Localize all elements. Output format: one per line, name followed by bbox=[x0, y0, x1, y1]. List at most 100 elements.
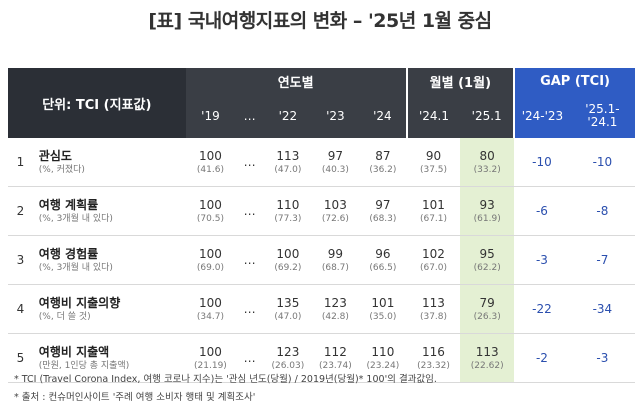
raw-value: (23.74) bbox=[318, 360, 352, 371]
raw-value: (69.2) bbox=[274, 262, 302, 273]
gap-yearly-value: -6 bbox=[514, 186, 570, 236]
index-value: 123 bbox=[323, 295, 347, 310]
month-group-header: 월별 (1월) bbox=[406, 68, 516, 94]
index-value: 113 bbox=[422, 295, 445, 310]
row-label: 여행비 지출액 (만원, 1인당 총 지출액) bbox=[32, 333, 186, 383]
raw-value: (35.0) bbox=[369, 311, 397, 322]
col-header-2024: '24 bbox=[359, 94, 408, 138]
row-number: 3 bbox=[8, 235, 33, 285]
unit-header: 단위: TCI (지표값) bbox=[8, 68, 186, 138]
value-cell: … bbox=[235, 235, 265, 285]
raw-value: (41.6) bbox=[196, 164, 224, 175]
index-value: 80 bbox=[479, 148, 495, 163]
raw-value: (22.62) bbox=[470, 360, 504, 371]
raw-value: (62.2) bbox=[473, 262, 501, 273]
row-label: 여행비 지출의향 (%, 더 쓸 것) bbox=[32, 284, 186, 334]
index-value: 113 bbox=[276, 148, 300, 163]
value-cell: 112 (23.74) bbox=[311, 333, 360, 383]
value-cell: 100 (34.7) bbox=[185, 284, 236, 334]
col-header-2025-01: '25.1 bbox=[460, 94, 516, 138]
gap-monthly-value: -3 bbox=[569, 333, 635, 383]
value-cell: 97 (40.3) bbox=[311, 138, 360, 187]
table-row: 3 여행 경험률 (%, 3개월 내 있다) 100 (69.0) … 100 (69.2) 9… bbox=[8, 235, 635, 285]
value-cell: 79 (26.3) bbox=[460, 284, 515, 334]
raw-value: (66.5) bbox=[369, 262, 397, 273]
value-cell: 103 (72.6) bbox=[311, 186, 360, 236]
value-cell: 100 (69.0) bbox=[185, 235, 236, 285]
index-value: 97 bbox=[375, 197, 391, 212]
index-value: 100 bbox=[276, 246, 300, 261]
value-cell: 93 (61.9) bbox=[460, 186, 515, 236]
raw-value: (21.19) bbox=[194, 360, 227, 371]
raw-value: (72.6) bbox=[321, 213, 349, 224]
row-number: 2 bbox=[8, 186, 33, 236]
row-label: 여행 경험률 (%, 3개월 내 있다) bbox=[32, 235, 186, 285]
row-label: 여행 계획률 (%, 3개월 내 있다) bbox=[32, 186, 186, 236]
col-header-ellipsis: … bbox=[235, 94, 265, 138]
value-cell: 101 (35.0) bbox=[359, 284, 407, 334]
indicator-name: 여행비 지출의향 bbox=[38, 296, 121, 310]
raw-value: (34.7) bbox=[196, 311, 224, 322]
index-value: 112 bbox=[323, 344, 347, 359]
col-header-2023: '23 bbox=[311, 94, 360, 138]
year-group-header: 연도별 bbox=[185, 68, 408, 94]
value-cell: 97 (68.3) bbox=[359, 186, 407, 236]
index-value: 101 bbox=[371, 295, 395, 310]
index-value: 102 bbox=[422, 246, 445, 261]
indicator-description: (%, 3개월 내 있다) bbox=[38, 214, 113, 224]
index-value: 103 bbox=[323, 197, 347, 212]
index-value: 100 bbox=[198, 148, 222, 163]
raw-value: (68.3) bbox=[369, 213, 397, 224]
value-cell: 113 (37.8) bbox=[406, 284, 461, 334]
indicator-name: 여행 경험률 bbox=[38, 247, 99, 261]
index-value: 135 bbox=[276, 295, 300, 310]
index-value: 87 bbox=[375, 148, 391, 163]
raw-value: (26.03) bbox=[271, 360, 305, 371]
col-header-2019: '19 bbox=[185, 94, 236, 138]
value-cell: … bbox=[235, 138, 265, 187]
raw-value: (33.2) bbox=[473, 164, 501, 175]
indicator-description: (%, 3개월 내 있다) bbox=[38, 263, 113, 273]
row-number: 5 bbox=[8, 333, 33, 383]
value-cell: 123 (26.03) bbox=[264, 333, 312, 383]
index-value: … bbox=[243, 301, 256, 316]
gap-yearly-value: -3 bbox=[514, 235, 570, 285]
gap-yearly-value: -2 bbox=[514, 333, 570, 383]
value-cell: 102 (67.0) bbox=[406, 235, 461, 285]
value-cell: 110 (77.3) bbox=[264, 186, 312, 236]
row-label: 관심도 (%, 커졌다) bbox=[32, 138, 186, 187]
raw-value: (37.8) bbox=[419, 311, 448, 322]
value-cell: 123 (42.8) bbox=[311, 284, 360, 334]
indicator-name: 여행 계획률 bbox=[38, 198, 99, 212]
index-value: 100 bbox=[198, 295, 222, 310]
raw-value: (42.8) bbox=[321, 311, 349, 322]
indicator-description: (만원, 1인당 총 지출액) bbox=[38, 361, 130, 371]
raw-value: (69.0) bbox=[196, 262, 224, 273]
index-value: 97 bbox=[327, 148, 344, 163]
raw-value: (23.24) bbox=[366, 360, 400, 371]
value-cell: 87 (36.2) bbox=[359, 138, 407, 187]
col-header-gap-monthly: '25.1- '24.1 bbox=[569, 94, 635, 138]
col-header-gap-yearly: '24-'23 bbox=[514, 94, 570, 138]
index-value: 99 bbox=[327, 246, 344, 261]
index-value: … bbox=[243, 350, 256, 365]
index-value: 93 bbox=[479, 197, 495, 212]
row-number: 1 bbox=[8, 138, 33, 187]
travel-index-table: 단위: TCI (지표값) 연도별 월별 (1월) GAP (TCI) '19 … bbox=[8, 68, 635, 383]
raw-value: (23.32) bbox=[417, 360, 450, 371]
value-cell: 101 (67.1) bbox=[406, 186, 461, 236]
raw-value: (68.7) bbox=[321, 262, 349, 273]
index-value: … bbox=[243, 252, 256, 267]
raw-value: (36.2) bbox=[369, 164, 397, 175]
index-value: 101 bbox=[422, 197, 445, 212]
value-cell: 113 (47.0) bbox=[264, 138, 312, 187]
raw-value: (67.0) bbox=[419, 262, 448, 273]
raw-value: (67.1) bbox=[419, 213, 448, 224]
value-cell: 116 (23.32) bbox=[406, 333, 461, 383]
value-cell: … bbox=[235, 333, 265, 383]
value-cell: 100 (21.19) bbox=[185, 333, 236, 383]
index-value: 116 bbox=[422, 344, 445, 359]
raw-value: (26.3) bbox=[473, 311, 501, 322]
indicator-name: 관심도 bbox=[38, 149, 72, 163]
index-value: 96 bbox=[375, 246, 391, 261]
